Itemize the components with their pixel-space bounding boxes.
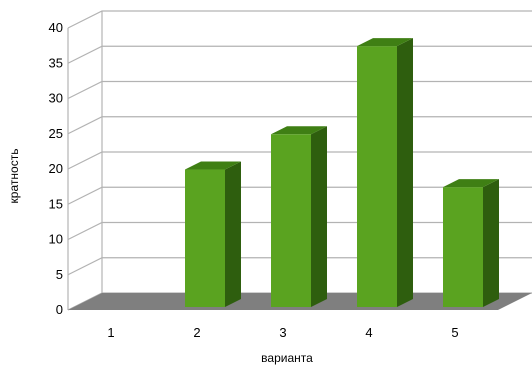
y-tick-label: 25 [49, 126, 63, 141]
y-tick-label: 10 [49, 232, 63, 247]
bar-top [357, 38, 413, 47]
bar-front [271, 134, 311, 307]
bar-side [397, 38, 413, 308]
bar-side [225, 161, 241, 307]
bar-top [185, 161, 241, 170]
x-tick-label: 1 [107, 325, 114, 340]
x-tick-label: 2 [193, 325, 200, 340]
y-tick-label: 20 [49, 161, 63, 176]
bar [185, 161, 241, 307]
bar-side [311, 126, 327, 308]
gridline [67, 80, 532, 100]
gridline [67, 10, 532, 29]
y-tick-label: 0 [56, 302, 63, 317]
bar-side [483, 179, 499, 307]
bar [357, 38, 413, 308]
x-axis-title: варианта [261, 351, 313, 365]
bars [185, 38, 499, 308]
y-tick-label: 30 [49, 91, 63, 106]
y-tick-labels: 0 5 10 15 20 25 30 35 40 [49, 20, 63, 317]
y-tick-label: 5 [56, 267, 63, 282]
y-tick-label: 15 [49, 196, 63, 211]
y-tick-label: 40 [49, 20, 63, 35]
gridline [67, 45, 532, 64]
x-tick-label: 3 [279, 325, 286, 340]
bar-front [185, 169, 225, 307]
bar-top [271, 126, 327, 135]
bar-front [443, 187, 483, 307]
x-tick-labels: 1 2 3 4 5 [107, 325, 458, 340]
x-tick-label: 5 [451, 325, 458, 340]
grid-layer [67, 10, 532, 311]
y-tick-label: 35 [49, 55, 63, 70]
x-tick-label: 4 [365, 325, 372, 340]
y-axis-title: кратность [7, 149, 21, 204]
bar [271, 126, 327, 308]
bar-front [357, 46, 397, 308]
bar-top [443, 179, 499, 188]
bar [443, 179, 499, 307]
